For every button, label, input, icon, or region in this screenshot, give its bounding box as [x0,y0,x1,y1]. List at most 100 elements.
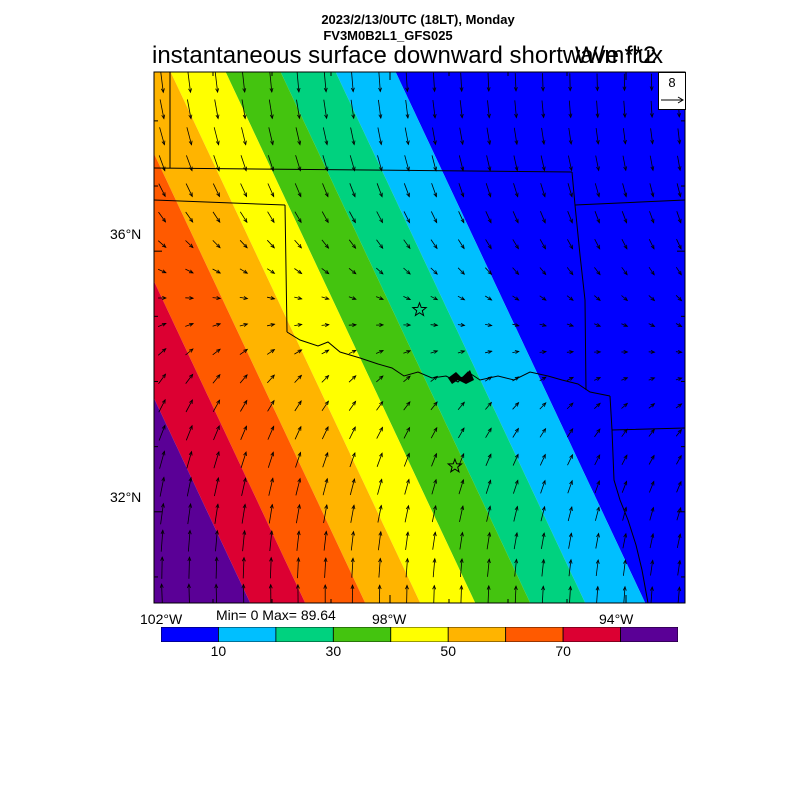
wind-arrow [187,502,192,525]
wind-arrow [157,322,167,327]
wind-arrow [621,454,628,465]
plot-title: instantaneous surface downward shortwave… [152,42,663,69]
wind-arrow [294,323,303,327]
wind-arrow [212,183,220,198]
wind-arrow [539,350,548,354]
wind-arrow [541,127,546,146]
wind-arrow [321,239,330,249]
wind-arrow [321,211,329,224]
wind-arrow [294,374,303,383]
wind-arrow [566,323,575,327]
wind-arrow [649,532,655,549]
wind-arrow [404,127,410,146]
wind-arrow [213,425,220,441]
reference-arrow-icon [661,96,684,104]
wind-arrow [240,425,247,440]
wind-arrow [485,401,493,410]
wind-arrow [405,99,410,120]
wind-arrow [294,268,303,275]
wind-arrow [432,531,437,550]
wind-arrow [648,350,656,354]
wind-arrow [212,348,221,356]
wind-arrow [621,239,628,250]
wind-arrow [513,585,518,603]
wind-arrow [186,127,193,146]
wind-arrow [594,183,600,198]
wind-arrow [540,183,546,198]
wind-arrow [648,377,656,381]
wind-arrow [459,72,464,93]
wind-arrow [566,350,575,354]
wind-arrow [377,584,382,603]
wind-arrow [323,530,328,551]
wind-arrow [239,211,248,224]
wind-arrow [160,72,165,94]
wind-arrow [512,427,519,438]
wind-arrow [594,377,602,381]
wind-arrow [459,505,465,522]
wind-arrow [512,323,520,327]
oklahoma-panhandle-border [154,199,286,206]
wind-arrow [485,427,492,438]
wind-arrow [457,295,466,301]
plot-units: W/m**2 [575,42,657,69]
map-frame [153,71,686,604]
wind-arrow [566,295,574,301]
wind-arrow [513,531,519,550]
colorbar-label: 10 [210,643,227,659]
wind-arrow [541,73,545,92]
wind-arrow [212,240,221,249]
wind-arrow [513,155,519,172]
wind-arrow [539,323,548,327]
flux-band-6 [154,153,366,603]
colorbar-segment-7 [562,627,621,642]
wind-arrow [540,479,546,494]
wind-arrow [239,323,249,327]
wind-arrow [431,183,437,198]
wind-arrow [677,586,682,603]
wind-arrow [648,239,655,250]
wind-arrow [185,211,194,223]
wind-arrow [405,584,409,603]
wind-arrow [513,73,518,92]
wind-arrow [348,267,357,275]
wind-arrow [378,557,382,578]
wind-arrow [403,350,412,354]
wind-arrow [160,502,165,525]
wind-arrow [295,451,302,468]
colorbar [161,627,678,642]
wind-arrow [375,296,385,300]
wind-arrow [323,557,328,578]
wind-arrow [676,238,682,250]
wind-arrow [185,424,193,441]
wind-arrow [457,375,466,382]
lon-label-98w: 98°W [372,611,407,627]
wind-arrow [294,400,302,412]
wind-arrow [267,451,274,468]
texas-louisiana-border [611,429,649,603]
wind-arrow [594,239,601,250]
wind-arrow [622,73,627,92]
wind-arrow [595,128,600,145]
wind-arrow [675,428,683,437]
wind-arrow [296,583,300,603]
lat-label-32n: 32°N [110,489,142,505]
flux-band-1 [335,72,646,603]
wind-arrow [430,375,439,382]
wind-arrow [622,155,628,172]
wind-arrow [212,399,221,412]
wind-arrow [539,402,547,410]
lon-label-102w: 102°W [140,611,183,627]
wind-arrow [594,323,602,327]
wind-arrow [649,480,655,493]
wind-arrow [185,268,194,274]
colorbar-segment-2 [275,627,334,642]
wind-arrow [621,267,628,276]
wind-arrow [458,155,465,172]
wind-arrow [430,211,438,224]
wind-arrow [513,127,519,146]
wind-arrow [268,99,274,120]
wind-arrow [348,323,358,327]
wind-arrow [594,267,601,276]
